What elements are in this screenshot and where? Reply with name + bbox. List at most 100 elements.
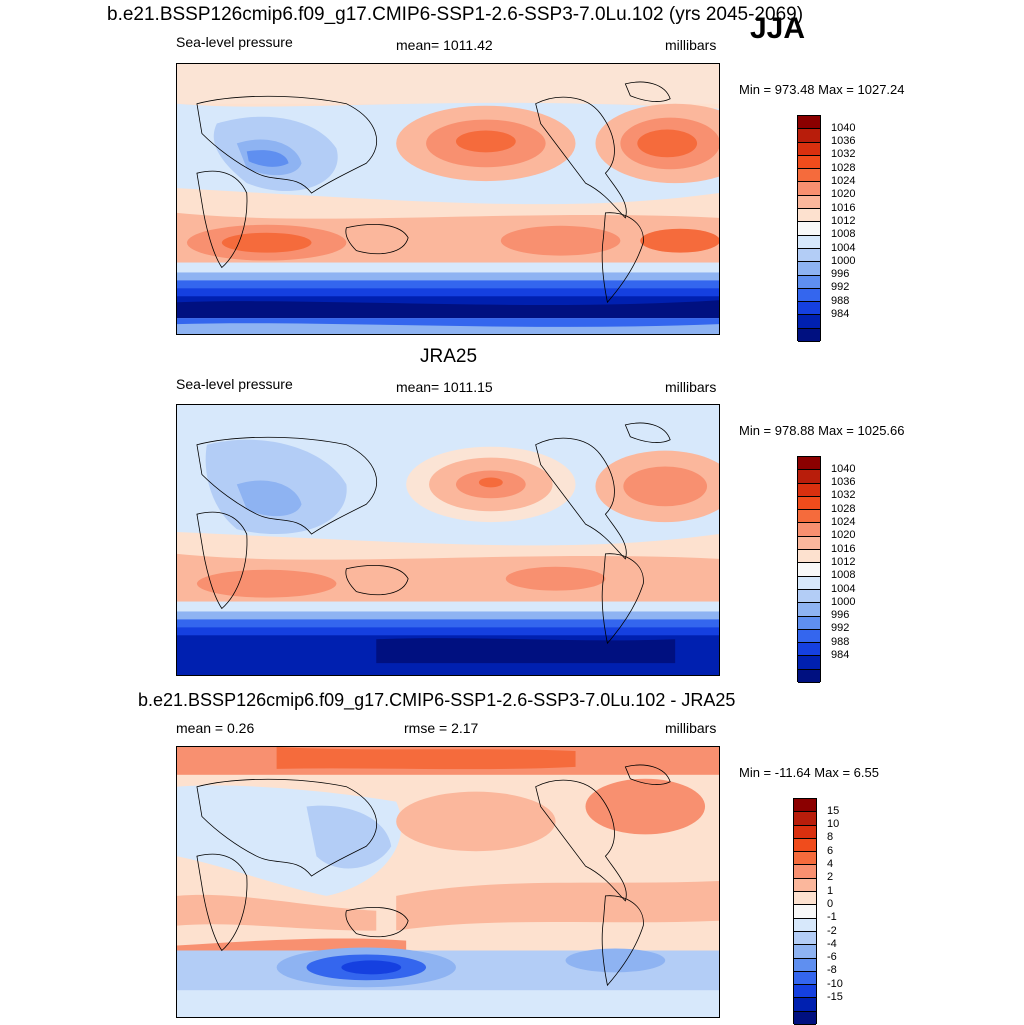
colorbar-swatch bbox=[798, 328, 820, 343]
colorbar-swatch bbox=[798, 550, 820, 564]
jra25-slp-contours bbox=[177, 405, 719, 675]
colorbar-swatch bbox=[798, 496, 820, 511]
colorbar-swatch bbox=[798, 616, 820, 630]
difference-map bbox=[176, 746, 720, 1018]
colorbar-tick-label: 10 bbox=[827, 818, 840, 831]
colorbar-tick-label: 1024 bbox=[831, 516, 856, 528]
colorbar-swatches bbox=[797, 115, 821, 343]
colorbar-tick-label: 1032 bbox=[831, 489, 856, 502]
colorbar-tick-label: 988 bbox=[831, 635, 850, 648]
panel1-minmax-label: Min = 973.48 Max = 1027.24 bbox=[739, 82, 905, 97]
season-label: JJA bbox=[750, 12, 806, 45]
colorbar-swatch bbox=[798, 155, 820, 170]
colorbar-tick-label: 1012 bbox=[831, 555, 856, 568]
colorbar-tick-label: 984 bbox=[831, 649, 850, 661]
colorbar-tick-label: 1028 bbox=[831, 502, 856, 515]
colorbar-swatch bbox=[798, 116, 820, 130]
colorbar-tick-label: 8 bbox=[827, 831, 834, 844]
colorbar-swatches bbox=[797, 456, 821, 684]
panel1-variable-label: Sea-level pressure bbox=[176, 34, 293, 50]
colorbar-swatch bbox=[794, 931, 816, 946]
colorbar-tick-label: 1012 bbox=[831, 214, 856, 227]
colorbar-tick-label: 1036 bbox=[831, 476, 856, 489]
colorbar-tick-label: 996 bbox=[831, 609, 850, 622]
colorbar-tick-label: -4 bbox=[827, 937, 837, 950]
colorbar-swatch bbox=[798, 576, 820, 590]
jra25-sea-level-pressure-map bbox=[176, 404, 720, 676]
colorbar-swatch bbox=[794, 838, 816, 853]
colorbar-tick-label: 1036 bbox=[831, 135, 856, 148]
colorbar-tick-label: -8 bbox=[827, 964, 837, 977]
colorbar-swatch bbox=[798, 536, 820, 551]
colorbar-swatch bbox=[794, 878, 816, 893]
colorbar-swatch bbox=[794, 998, 816, 1012]
colorbar-tick-label: 1040 bbox=[831, 462, 856, 475]
colorbar-swatch bbox=[798, 643, 820, 657]
colorbar-tick-label: 1008 bbox=[831, 569, 856, 582]
colorbar-swatch bbox=[798, 470, 820, 484]
panel2-mean-label: mean= 1011.15 bbox=[396, 379, 493, 395]
colorbar-swatch bbox=[798, 629, 820, 644]
colorbar-swatch bbox=[798, 222, 820, 236]
colorbar-swatch bbox=[798, 457, 820, 471]
colorbar-swatch bbox=[794, 985, 816, 999]
panel3-title: b.e21.BSSP126cmip6.f09_g17.CMIP6-SSP1-2.… bbox=[138, 690, 736, 710]
colorbar-tick-label: 1016 bbox=[831, 542, 856, 555]
panel2-variable-label: Sea-level pressure bbox=[176, 376, 293, 392]
colorbar-tick-label: 1020 bbox=[831, 188, 856, 201]
colorbar-swatch bbox=[798, 142, 820, 156]
colorbar-tick-label: 1032 bbox=[831, 148, 856, 161]
colorbar-tick-label: -1 bbox=[827, 911, 837, 924]
colorbar-swatch bbox=[798, 656, 820, 670]
colorbar-swatch bbox=[794, 1011, 816, 1025]
colorbar-swatch bbox=[798, 262, 820, 276]
colorbar-swatch bbox=[798, 129, 820, 143]
colorbar-tick-label: 6 bbox=[827, 844, 834, 857]
colorbar-tick-label: 1004 bbox=[831, 241, 856, 254]
colorbar-swatch bbox=[798, 669, 820, 684]
colorbar-tick-label: -2 bbox=[827, 924, 837, 937]
colorbar-swatch bbox=[794, 945, 816, 959]
colorbar-tick-label: 1000 bbox=[831, 254, 856, 267]
panel2-title: JRA25 bbox=[420, 346, 478, 367]
colorbar-swatch bbox=[798, 563, 820, 577]
colorbar-swatch bbox=[794, 799, 816, 813]
panel1-mean-label: mean= 1011.42 bbox=[396, 37, 493, 53]
colorbar-tick-label: 1024 bbox=[831, 175, 856, 187]
colorbar-swatch bbox=[794, 892, 816, 906]
colorbar-tick-label: -10 bbox=[827, 977, 843, 990]
colorbar-swatch bbox=[794, 918, 816, 932]
panel2-units-label: millibars bbox=[665, 379, 717, 395]
colorbar-swatches bbox=[793, 798, 817, 1025]
colorbar-swatch bbox=[798, 603, 820, 617]
colorbar-tick-label: 1040 bbox=[831, 121, 856, 134]
colorbar-swatch bbox=[798, 169, 820, 183]
colorbar-tick-label: 1020 bbox=[831, 529, 856, 542]
colorbar-tick-label: 992 bbox=[831, 622, 850, 635]
colorbar-swatch bbox=[794, 971, 816, 986]
colorbar-swatch bbox=[798, 523, 820, 537]
colorbar-swatch bbox=[798, 510, 820, 524]
colorbar-swatch bbox=[798, 248, 820, 263]
colorbar-tick-label: 4 bbox=[827, 858, 834, 870]
panel2-minmax-label: Min = 978.88 Max = 1025.66 bbox=[739, 423, 905, 438]
colorbar-swatch bbox=[794, 825, 816, 839]
colorbar-swatch bbox=[794, 865, 816, 879]
colorbar-tick-label: -6 bbox=[827, 951, 837, 964]
colorbar-tick-label: -15 bbox=[827, 991, 843, 1003]
model-slp-contours bbox=[177, 64, 719, 334]
colorbar-swatch bbox=[798, 209, 820, 223]
colorbar-tick-label: 1000 bbox=[831, 595, 856, 608]
panel3-units-label: millibars bbox=[665, 720, 717, 736]
colorbar-tick-label: 988 bbox=[831, 294, 850, 307]
colorbar-swatch bbox=[794, 812, 816, 826]
difference-contours bbox=[177, 747, 719, 1017]
colorbar-swatch bbox=[798, 589, 820, 604]
colorbar-swatch bbox=[798, 182, 820, 196]
colorbar-tick-label: 1016 bbox=[831, 201, 856, 214]
colorbar-swatch bbox=[798, 235, 820, 249]
colorbar-tick-label: 996 bbox=[831, 268, 850, 281]
colorbar-swatch bbox=[798, 275, 820, 289]
colorbar-swatch bbox=[798, 315, 820, 329]
colorbar-swatch bbox=[794, 852, 816, 866]
